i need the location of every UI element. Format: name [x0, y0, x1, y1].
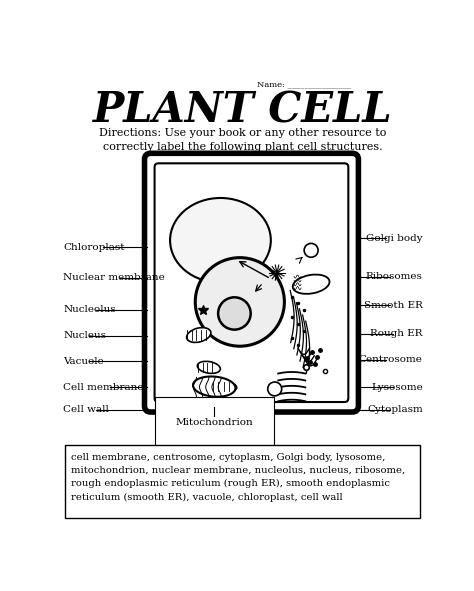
Text: Ribosomes: Ribosomes: [366, 272, 423, 281]
Ellipse shape: [304, 243, 318, 257]
Text: Mitochondrion: Mitochondrion: [175, 418, 253, 427]
Text: Vacuole: Vacuole: [63, 357, 104, 366]
Ellipse shape: [170, 198, 271, 282]
Text: Golgi body: Golgi body: [366, 234, 423, 243]
Text: Lysosome: Lysosome: [371, 383, 423, 392]
Bar: [65, 445, 420, 518]
Ellipse shape: [293, 275, 329, 294]
Text: Name: _______________: Name: _______________: [257, 81, 351, 89]
FancyBboxPatch shape: [145, 153, 358, 412]
Text: Cytoplasm: Cytoplasm: [367, 405, 423, 414]
Ellipse shape: [212, 381, 237, 392]
Text: PLANT CELL: PLANT CELL: [93, 90, 393, 132]
Text: cell membrane, centrosome, cytoplasm, Golgi body, lysosome,
mitochondrion, nucle: cell membrane, centrosome, cytoplasm, Go…: [71, 453, 405, 502]
Text: Nucleolus: Nucleolus: [63, 306, 116, 314]
Ellipse shape: [197, 361, 220, 374]
Ellipse shape: [268, 382, 282, 396]
Text: Nucleus: Nucleus: [63, 332, 106, 340]
Text: Chloroplast: Chloroplast: [63, 243, 125, 252]
Text: Directions: Use your book or any other resource to
correctly label the following: Directions: Use your book or any other r…: [99, 128, 387, 152]
Text: Cell wall: Cell wall: [63, 405, 109, 414]
Ellipse shape: [193, 376, 236, 397]
Text: Smooth ER: Smooth ER: [364, 301, 423, 310]
Text: Centrosome: Centrosome: [359, 355, 423, 365]
Ellipse shape: [187, 327, 211, 342]
Text: Cell membrane: Cell membrane: [63, 383, 144, 392]
Text: Rough ER: Rough ER: [370, 329, 423, 339]
Ellipse shape: [218, 297, 251, 330]
Text: Nuclear membrane: Nuclear membrane: [63, 274, 165, 282]
Ellipse shape: [195, 258, 284, 346]
